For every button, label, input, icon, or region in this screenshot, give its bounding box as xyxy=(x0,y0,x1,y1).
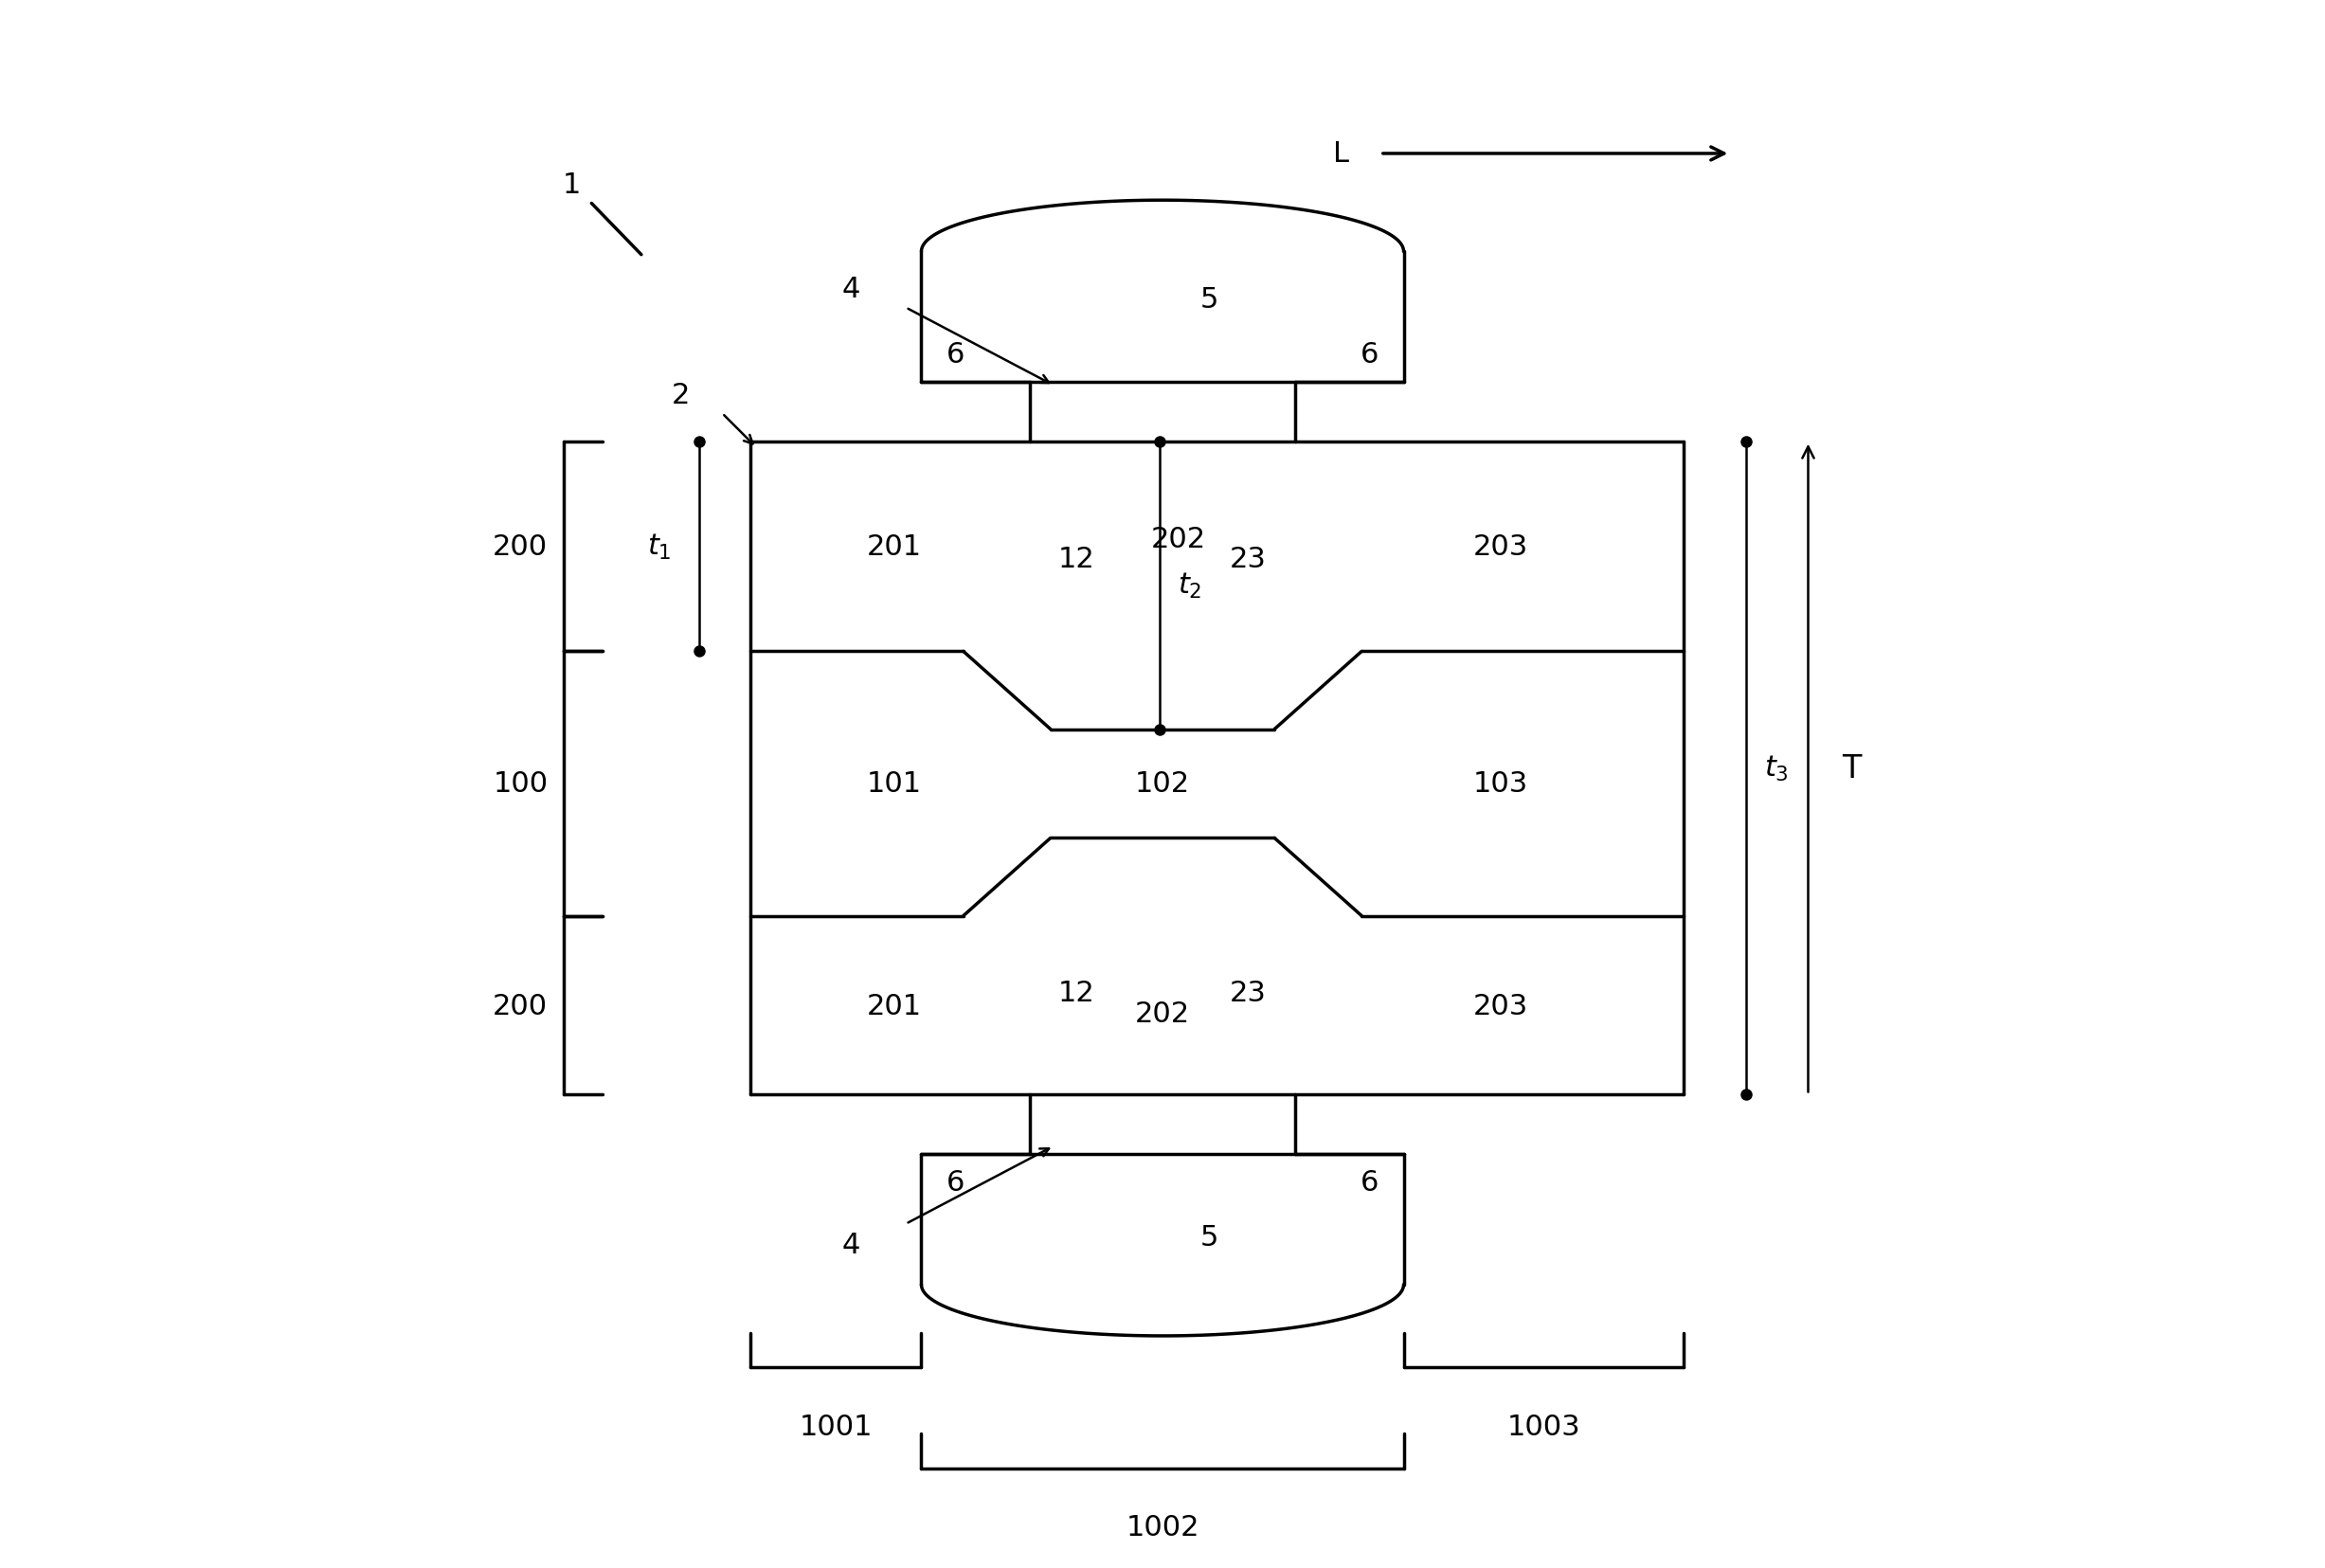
Text: 203: 203 xyxy=(1474,993,1528,1019)
Text: 4: 4 xyxy=(842,1231,860,1258)
Text: 101: 101 xyxy=(867,770,921,798)
Text: $t_1$: $t_1$ xyxy=(646,532,672,561)
Text: 202: 202 xyxy=(1135,1000,1190,1027)
Text: 203: 203 xyxy=(1474,533,1528,561)
Text: 1: 1 xyxy=(563,171,581,199)
Text: $t_3$: $t_3$ xyxy=(1765,754,1790,782)
Text: 5: 5 xyxy=(1200,1223,1218,1251)
Text: 200: 200 xyxy=(493,993,549,1019)
Text: 12: 12 xyxy=(1058,546,1095,572)
Text: 6: 6 xyxy=(1360,1168,1379,1196)
Text: 1003: 1003 xyxy=(1507,1413,1581,1439)
Text: 103: 103 xyxy=(1474,770,1528,798)
Text: 6: 6 xyxy=(946,342,965,368)
Text: 200: 200 xyxy=(493,533,549,561)
Text: 23: 23 xyxy=(1230,980,1267,1007)
Text: 2: 2 xyxy=(672,381,691,409)
Text: T: T xyxy=(1841,753,1862,784)
Text: 102: 102 xyxy=(1135,770,1190,798)
Text: 100: 100 xyxy=(493,770,549,798)
Text: L: L xyxy=(1332,141,1348,168)
Text: 4: 4 xyxy=(842,276,860,303)
Text: 201: 201 xyxy=(867,533,921,561)
Text: 12: 12 xyxy=(1058,980,1095,1007)
Text: 23: 23 xyxy=(1230,546,1267,572)
Text: 6: 6 xyxy=(946,1168,965,1196)
Text: 5: 5 xyxy=(1200,285,1218,314)
Text: 201: 201 xyxy=(867,993,921,1019)
Text: 202: 202 xyxy=(1151,525,1207,554)
Text: 1002: 1002 xyxy=(1125,1513,1200,1541)
Text: 1001: 1001 xyxy=(800,1413,872,1439)
Text: 6: 6 xyxy=(1360,342,1379,368)
Text: $t_2$: $t_2$ xyxy=(1179,571,1202,601)
